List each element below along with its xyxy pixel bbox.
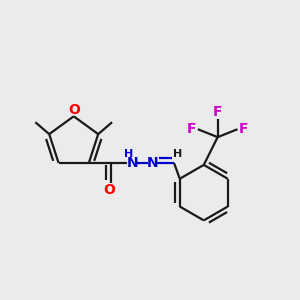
Text: N: N (146, 156, 158, 170)
Text: H: H (124, 149, 133, 159)
Text: F: F (187, 122, 196, 136)
Text: F: F (213, 105, 222, 119)
Text: O: O (104, 183, 116, 197)
Text: N: N (127, 156, 138, 170)
Text: H: H (173, 149, 183, 159)
Text: F: F (239, 122, 248, 136)
Text: O: O (68, 103, 80, 117)
